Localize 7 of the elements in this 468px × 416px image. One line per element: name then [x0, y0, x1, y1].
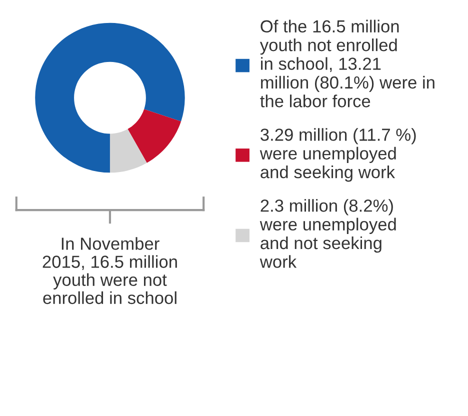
legend-label: Of the 16.5 million youth not enrolled in school, 13.21 million (80.1%) were in the labor force [260, 20, 434, 108]
legend-label: 2.3 million (8.2%) were unemployed and not seeking work [260, 199, 396, 268]
legend-label: 3.29 million (11.7 %) were unemployed and seeking work [260, 128, 416, 182]
text: In November 2015, 16.5 million youth were not enrolled in school [42, 237, 177, 304]
donut-slice [35, 22, 185, 173]
donut-slice [110, 129, 147, 173]
donut-slice [128, 109, 182, 163]
